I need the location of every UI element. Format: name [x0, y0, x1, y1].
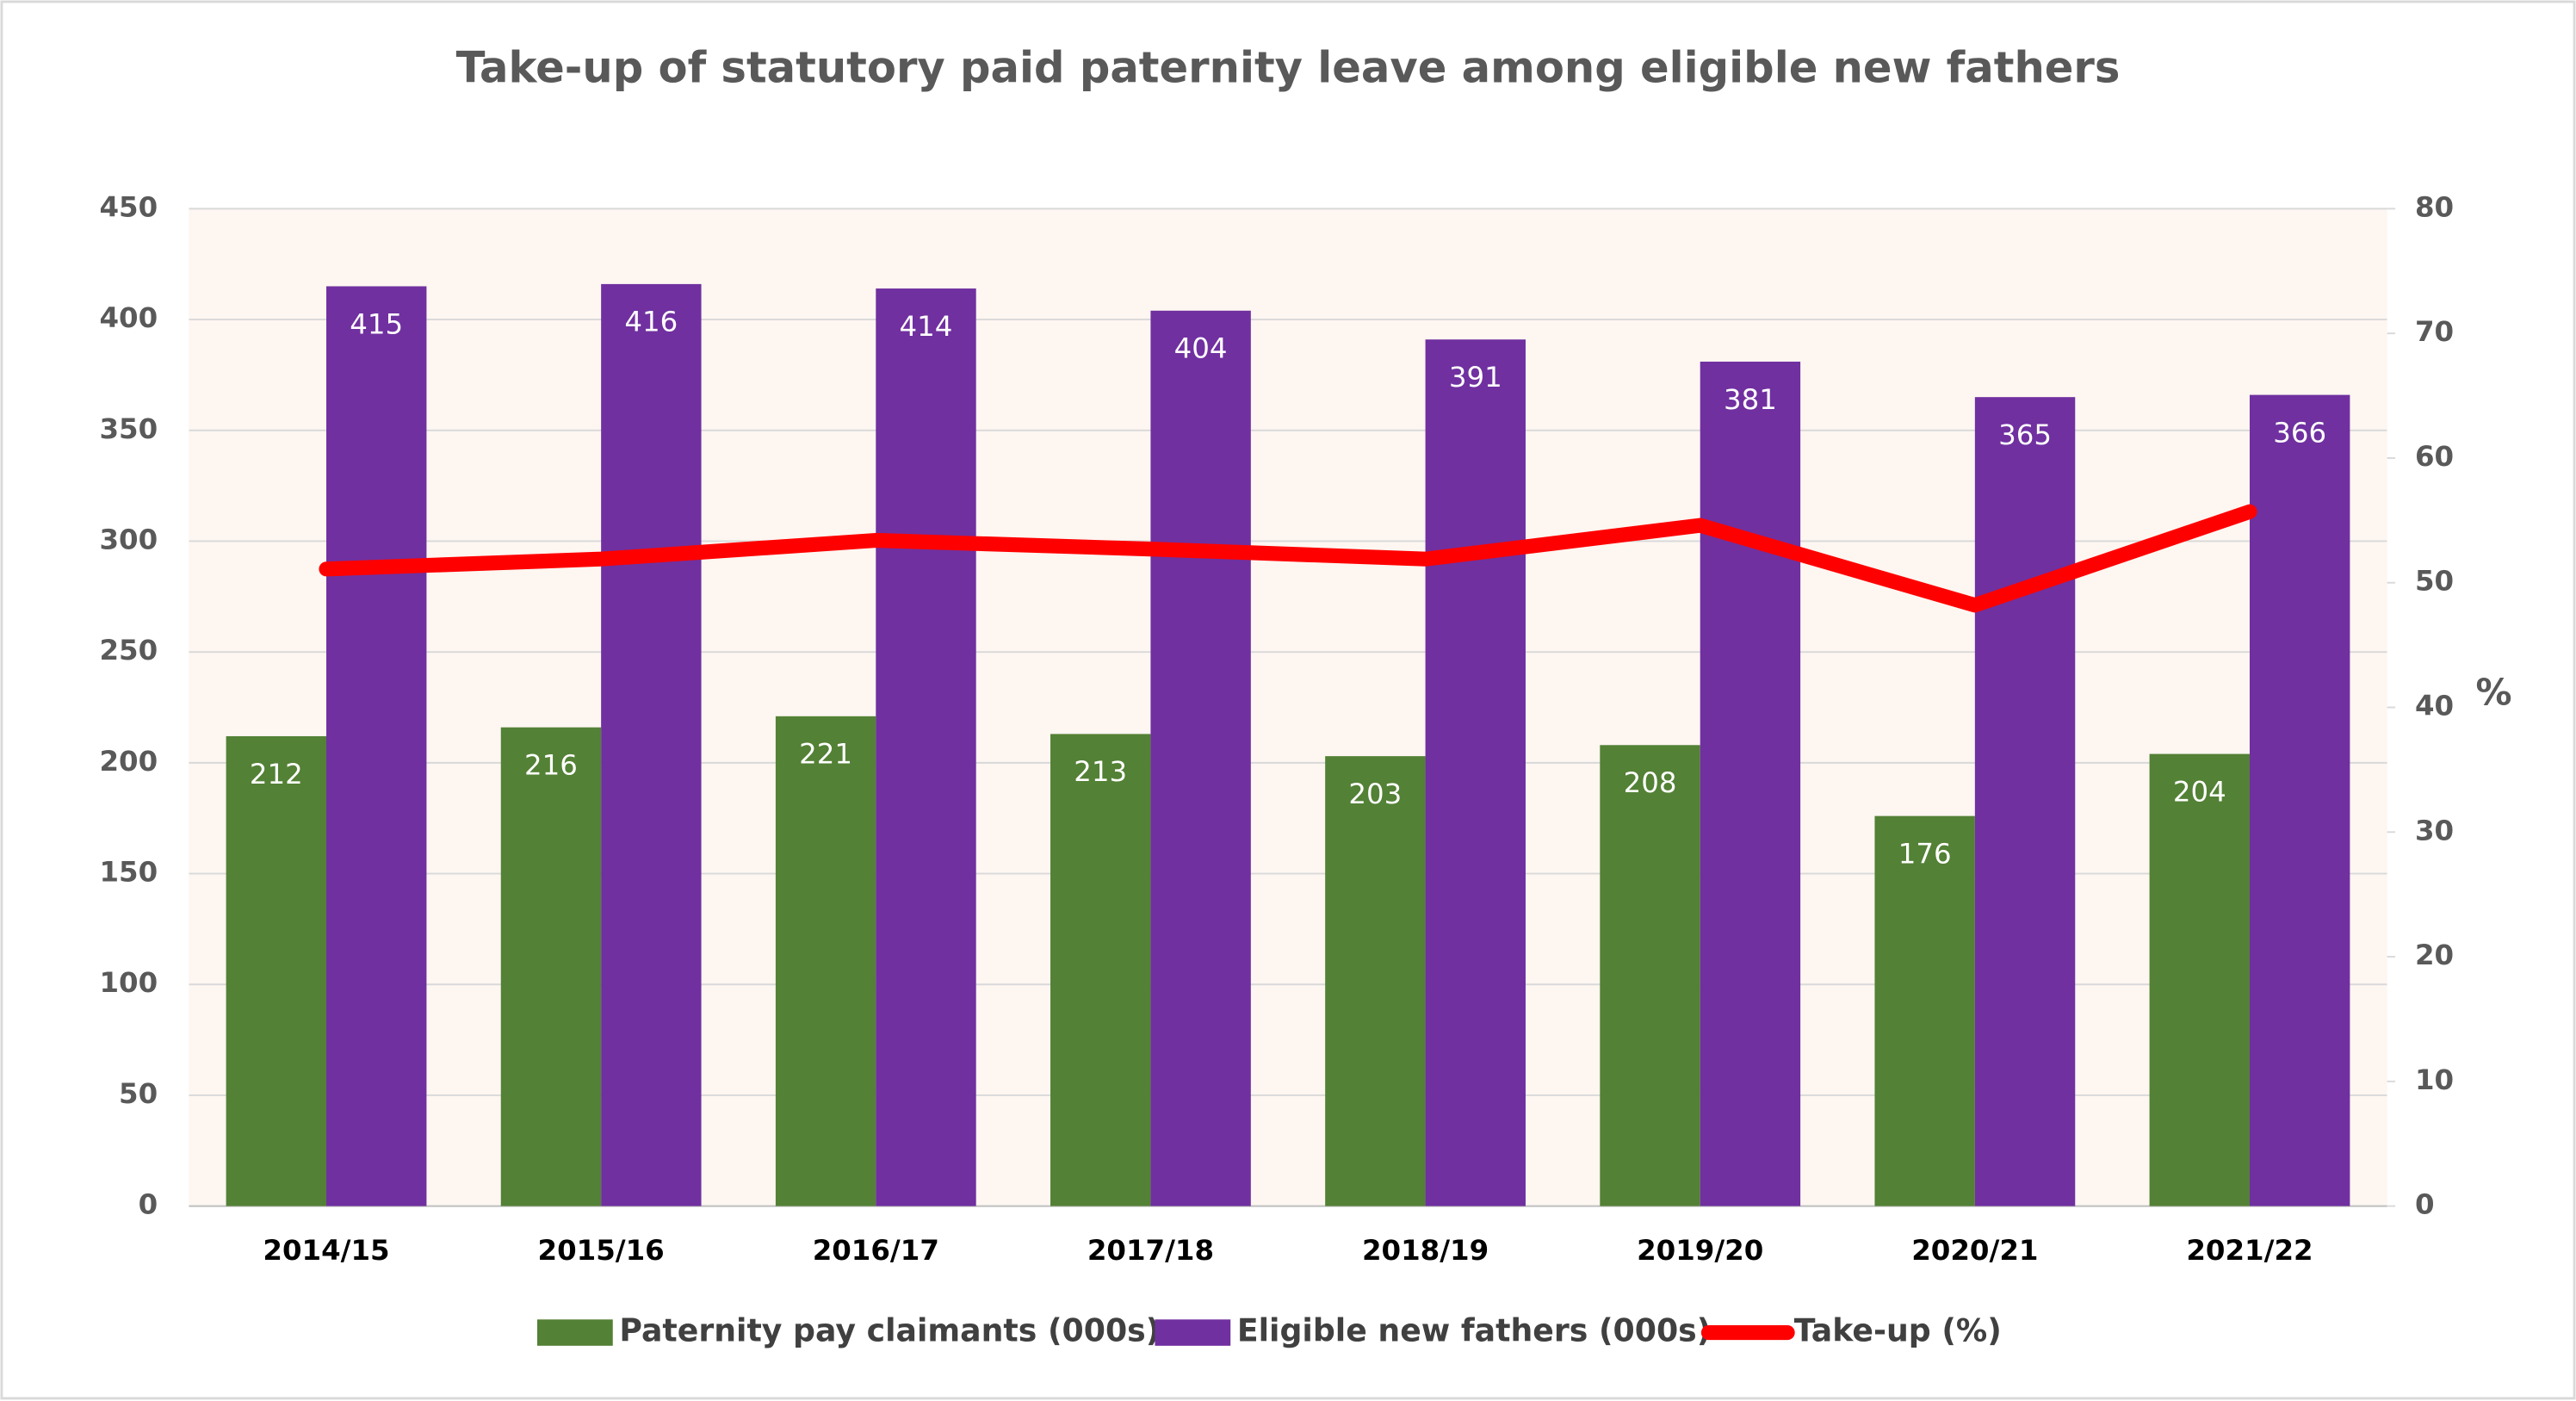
y-tick-label: 450 [99, 190, 158, 223]
data-label: 366 [2273, 416, 2326, 449]
y2-tick-label: 20 [2415, 939, 2454, 971]
legend-swatch [536, 1319, 613, 1346]
data-label: 212 [250, 758, 303, 790]
x-tick-label: 2020/21 [1911, 1234, 2038, 1267]
bar [1325, 756, 1426, 1206]
y2-tick-label: 50 [2415, 565, 2454, 598]
data-label: 365 [1998, 418, 2052, 451]
legend-label: Paternity pay claimants (000s) [619, 1312, 1160, 1349]
bar [1050, 734, 1151, 1206]
data-label: 391 [1449, 361, 1502, 394]
bar [1150, 310, 1251, 1206]
line [319, 504, 2257, 613]
data-label: 203 [1348, 778, 1402, 810]
bar [601, 283, 702, 1206]
y-tick-label: 300 [99, 523, 158, 555]
x-tick-label: 2014/15 [263, 1234, 389, 1267]
x-tick-label: 2017/18 [1087, 1234, 1214, 1267]
y2-tick-label: 70 [2415, 315, 2454, 348]
data-label: 414 [900, 310, 953, 343]
bar [1600, 745, 1700, 1206]
bar [1425, 339, 1526, 1206]
legend-label: Take-up (%) [1794, 1312, 2002, 1349]
y-tick-label: 150 [99, 856, 158, 889]
data-label: 404 [1174, 332, 1228, 365]
y2-tick-label: 60 [2415, 440, 2454, 473]
y2-tick-label: 10 [2415, 1063, 2454, 1096]
legend-label: Eligible new fathers (000s) [1237, 1312, 1711, 1349]
data-label: 416 [624, 306, 678, 338]
data-label: 204 [2173, 775, 2226, 808]
y-tick-label: 400 [99, 301, 158, 334]
y2-axis-label: % [2476, 672, 2512, 714]
bar [226, 735, 327, 1206]
y2-tick-label: 0 [2415, 1188, 2435, 1221]
bar [2149, 753, 2250, 1206]
y-tick-label: 100 [99, 966, 158, 999]
bar [2249, 394, 2350, 1206]
y-tick-label: 0 [139, 1188, 158, 1221]
x-tick-label: 2019/20 [1637, 1234, 1763, 1267]
chart-title: Take-up of statutory paid paternity leav… [456, 43, 2121, 93]
x-tick-label: 2021/22 [2186, 1234, 2313, 1267]
bar [775, 716, 876, 1206]
bar [1874, 815, 1975, 1206]
legend-swatch [1155, 1319, 1231, 1346]
y2-tick-label: 30 [2415, 814, 2454, 846]
bar [1974, 397, 2076, 1206]
y-tick-label: 250 [99, 634, 158, 666]
data-label: 221 [799, 738, 852, 771]
data-label: 176 [1898, 837, 1952, 870]
data-label: 213 [1074, 755, 1127, 788]
y-tick-label: 200 [99, 745, 158, 778]
y-tick-label: 350 [99, 412, 158, 445]
x-tick-label: 2015/16 [538, 1234, 665, 1267]
bar [500, 727, 602, 1206]
data-label: 415 [350, 307, 403, 340]
bar [1700, 361, 1801, 1206]
y-tick-label: 50 [119, 1077, 158, 1110]
data-label: 381 [1724, 383, 1777, 416]
data-label: 216 [524, 748, 578, 781]
bar [876, 288, 976, 1206]
data-label: 208 [1624, 766, 1677, 799]
y2-tick-label: 40 [2415, 690, 2454, 722]
y2-tick-label: 80 [2415, 190, 2454, 223]
x-tick-label: 2018/19 [1362, 1234, 1489, 1267]
bar [326, 286, 427, 1206]
x-tick-label: 2016/17 [813, 1234, 939, 1267]
